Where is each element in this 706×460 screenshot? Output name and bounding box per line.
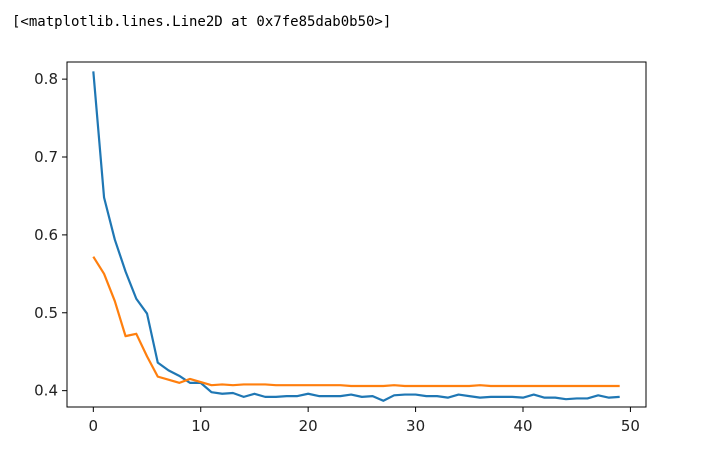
y-tick-label: 0.8 (34, 70, 58, 88)
y-tick-label: 0.6 (34, 226, 58, 244)
y-tick-label: 0.4 (34, 382, 58, 400)
x-axis-ticks: 0 10 20 30 40 50 (89, 407, 640, 435)
axes-frame (66, 61, 647, 408)
series-line-2 (92, 256, 620, 388)
series-line-1 (92, 71, 620, 402)
y-tick-label: 0.5 (34, 304, 58, 322)
x-tick-label: 40 (513, 417, 532, 435)
x-tick-label: 0 (89, 417, 99, 435)
x-tick-label: 50 (621, 417, 640, 435)
series-layer (92, 71, 620, 402)
x-tick-label: 20 (299, 417, 318, 435)
x-tick-label: 30 (406, 417, 425, 435)
y-axis-ticks: 0.4 0.5 0.6 0.7 0.8 (34, 70, 67, 400)
y-tick-label: 0.7 (34, 148, 58, 166)
x-tick-label: 10 (191, 417, 210, 435)
cell-output-text: [<matplotlib.lines.Line2D at 0x7fe85dab0… (12, 14, 392, 30)
